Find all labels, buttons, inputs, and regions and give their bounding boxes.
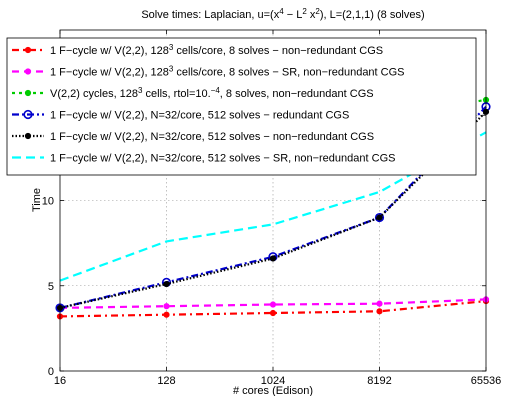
legend-entry-s4: 1 F−cycle w/ V(2,2), N=32/core, 512 solv… [12, 110, 349, 122]
legend-entry-s6: 1 F−cycle w/ V(2,2), N=32/core, 512 solv… [12, 153, 395, 165]
legend-label: 1 F−cycle w/ V(2,2), N=32/core, 512 solv… [50, 153, 395, 165]
x-tick-label: 8192 [367, 375, 391, 387]
x-tick-label: 16 [54, 375, 66, 387]
legend-label: 1 F−cycle w/ V(2,2), 1283 cells/core, 8 … [50, 65, 405, 79]
y-axis-label: Time [31, 188, 43, 212]
data-point [163, 311, 170, 318]
series-line [59, 300, 487, 318]
y-tick-label: 0 [48, 366, 54, 378]
chart-title: Solve times: Laplacian, u=(x4 − L2 x2), … [141, 7, 424, 21]
legend-marker [24, 89, 32, 97]
legend-entry-s1: 1 F−cycle w/ V(2,2), 1283 cells/core, 8 … [12, 43, 383, 57]
legend-marker [24, 68, 32, 75]
y-tick-label: 10 [42, 196, 54, 208]
x-tick-label: 1024 [261, 375, 285, 387]
data-point [269, 309, 277, 317]
legend-label: V(2,2) cycles, 1283 cells, rtol=10.−4, 8… [50, 86, 374, 100]
series-line [59, 111, 487, 309]
legend-entry-s5: 1 F−cycle w/ V(2,2), N=32/core, 512 solv… [12, 131, 374, 143]
data-point [163, 280, 170, 288]
data-point [374, 212, 385, 223]
data-point [269, 255, 277, 262]
data-point [376, 300, 383, 307]
x-axis-label: # cores (Edison) [233, 385, 313, 396]
legend: 1 F−cycle w/ V(2,2), 1283 cells/core, 8 … [6, 37, 477, 176]
series-line [59, 131, 487, 282]
series-s6 [59, 131, 487, 282]
y-tick-label: 5 [48, 281, 54, 293]
legend-marker [24, 46, 32, 54]
data-point [376, 308, 383, 315]
data-point [269, 301, 277, 308]
axis-ticks: 161281024819265536051015 [42, 30, 502, 387]
data-point [163, 303, 170, 310]
legend-label: 1 F−cycle w/ V(2,2), N=32/core, 512 solv… [50, 131, 374, 143]
legend-entry-s3: V(2,2) cycles, 1283 cells, rtol=10.−4, 8… [12, 86, 374, 100]
plot-frame [59, 29, 487, 372]
legend-label: 1 F−cycle w/ V(2,2), 1283 cells/core, 8 … [50, 43, 383, 57]
legend-marker [23, 109, 33, 120]
legend-entry-s2: 1 F−cycle w/ V(2,2), 1283 cells/core, 8 … [12, 65, 405, 79]
legend-marker [24, 132, 32, 140]
x-tick-label: 65536 [471, 375, 502, 387]
legend-box [6, 37, 477, 176]
legend-label: 1 F−cycle w/ V(2,2), N=32/core, 512 solv… [50, 110, 349, 122]
x-tick-label: 128 [157, 375, 175, 387]
data-point [376, 214, 383, 221]
